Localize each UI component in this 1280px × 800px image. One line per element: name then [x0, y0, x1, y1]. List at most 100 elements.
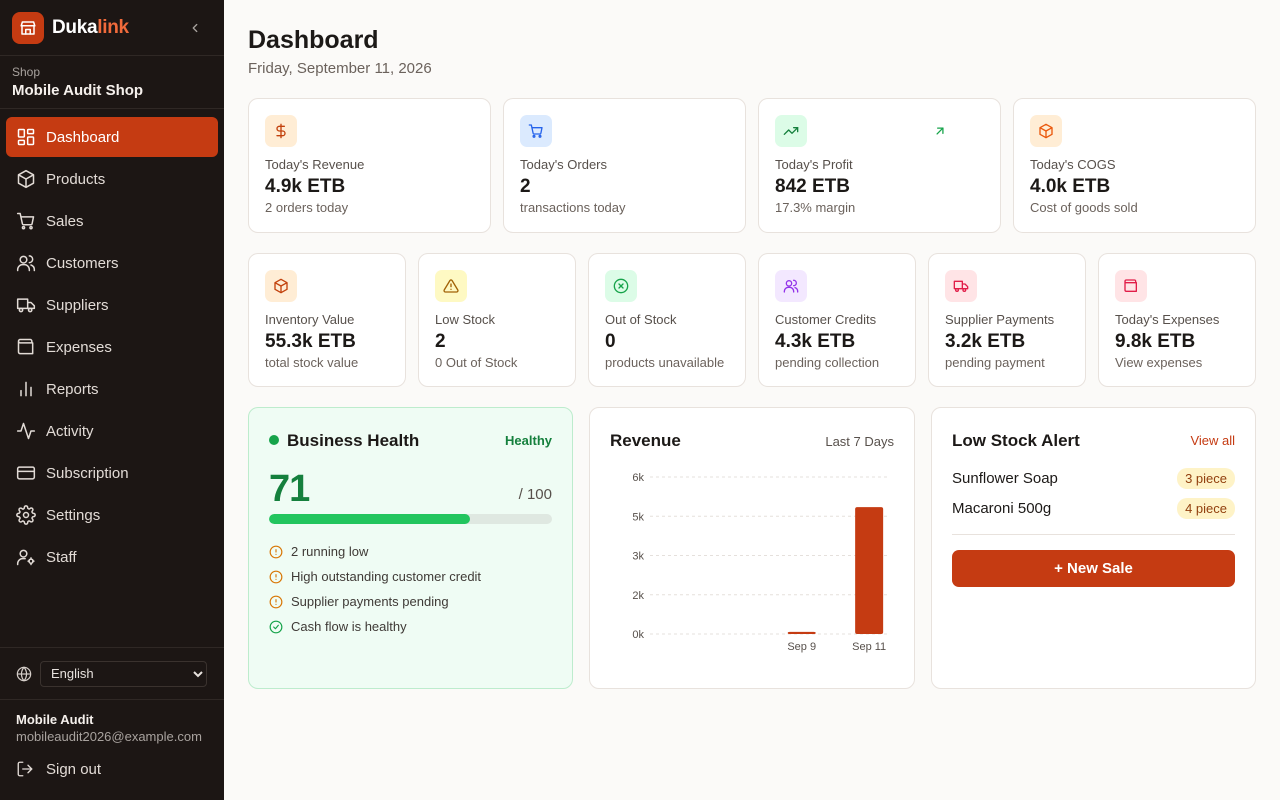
stat-label: Today's Expenses [1115, 312, 1220, 327]
sidebar-item-label: Activity [46, 422, 94, 440]
language-select[interactable]: English [40, 660, 207, 687]
credit-card-icon [16, 466, 36, 480]
stat-card-expenses[interactable]: Today's Expenses 9.8k ETB View expenses [1098, 253, 1256, 387]
sidebar-item-label: Subscription [46, 464, 129, 482]
sidebar: Dukalink Shop Mobile Audit Shop Dashboar… [0, 0, 224, 800]
health-progress-fill [269, 514, 470, 524]
view-all-link[interactable]: View all [1190, 433, 1235, 448]
stat-label: Today's COGS [1030, 157, 1116, 172]
stat-card-customer-credits[interactable]: Customer Credits 4.3k ETB pending collec… [758, 253, 916, 387]
sign-out-button[interactable]: Sign out [16, 760, 101, 778]
y-tick-label: 2k [632, 590, 644, 602]
sidebar-item-reports[interactable]: Reports [6, 369, 218, 409]
health-item: 2 running low [269, 539, 481, 564]
stat-subtext: 0 Out of Stock [435, 355, 518, 370]
stat-card-orders[interactable]: Today's Orders 2 transactions today [503, 98, 746, 233]
stat-value: 9.8k ETB [1115, 331, 1196, 352]
sidebar-item-suppliers[interactable]: Suppliers [6, 285, 218, 325]
sidebar-item-label: Products [46, 170, 106, 188]
x-tick-label: Sep 9 [787, 641, 816, 653]
truck-icon [945, 270, 977, 302]
stat-subtext: pending payment [945, 355, 1045, 370]
stat-value: 4.3k ETB [775, 331, 856, 352]
sidebar-item-label: Customers [46, 254, 119, 272]
alert-circle-icon [269, 595, 283, 608]
sidebar-item-subscription[interactable]: Subscription [6, 453, 218, 493]
users-icon [775, 270, 807, 302]
health-item-text: High outstanding customer credit [291, 569, 482, 584]
cart-icon [16, 212, 35, 230]
brand-name-accent: link [97, 16, 129, 38]
revenue-bar [855, 507, 884, 634]
stat-value: 0 [605, 331, 616, 352]
low-stock-item[interactable]: Macaroni 500g 4 piece [952, 497, 1235, 519]
wallet-icon [1115, 270, 1147, 302]
page-title: Dashboard [248, 26, 379, 54]
package-icon [1030, 115, 1062, 147]
stat-value: 55.3k ETB [265, 331, 356, 352]
sidebar-item-label: Reports [46, 380, 99, 398]
stat-card-profit[interactable]: Today's Profit 842 ETB 17.3% margin [758, 98, 1001, 233]
sidebar-item-products[interactable]: Products [6, 159, 218, 199]
health-item-text: Supplier payments pending [291, 594, 449, 609]
sidebar-item-customers[interactable]: Customers [6, 243, 218, 283]
brand-header: Dukalink [0, 0, 224, 56]
sidebar-item-staff[interactable]: Staff [6, 537, 218, 577]
stat-subtext: transactions today [520, 200, 626, 215]
stat-card-cogs[interactable]: Today's COGS 4.0k ETB Cost of goods sold [1013, 98, 1256, 233]
user-cog-icon [16, 549, 35, 566]
user-email: mobileaudit2026@example.com [16, 729, 202, 744]
stat-subtext: products unavailable [605, 355, 725, 370]
dollar-icon [265, 115, 297, 147]
collapse-sidebar-button[interactable] [184, 17, 206, 39]
stat-card-revenue[interactable]: Today's Revenue 4.9k ETB 2 orders today [248, 98, 491, 233]
wallet-icon [17, 338, 34, 355]
dashboard-icon [17, 128, 35, 146]
business-health-card: Business Health Healthy 71 / 100 2 runni… [248, 407, 573, 689]
stat-subtext: pending collection [775, 355, 880, 370]
sidebar-item-settings[interactable]: Settings [6, 495, 218, 535]
x-tick-label: Sep 11 [852, 641, 886, 653]
gear-icon [16, 505, 36, 525]
health-title: Business Health [287, 431, 420, 450]
sidebar-nav: Dashboard Products Sales Customers Suppl… [0, 109, 224, 587]
brand-name-main: Duka [52, 16, 98, 38]
stat-value: 2 [435, 331, 446, 352]
new-sale-button[interactable]: + New Sale [952, 550, 1235, 587]
stat-card-low-stock[interactable]: Low Stock 2 0 Out of Stock [418, 253, 576, 387]
stat-card-out-of-stock[interactable]: Out of Stock 0 products unavailable [588, 253, 746, 387]
package-icon [17, 169, 35, 189]
sidebar-item-activity[interactable]: Activity [6, 411, 218, 451]
brand-name: Dukalink [52, 17, 129, 39]
health-status-dot [269, 435, 279, 445]
health-item: Supplier payments pending [269, 589, 481, 614]
low-stock-qty-badge: 3 piece [1177, 467, 1235, 489]
shop-name: Mobile Audit Shop [12, 82, 144, 99]
sidebar-item-sales[interactable]: Sales [6, 201, 218, 241]
revenue-range: Last 7 Days [825, 434, 894, 449]
stat-label: Today's Profit [775, 157, 853, 172]
sidebar-item-dashboard[interactable]: Dashboard [6, 117, 218, 157]
trending-up-icon [775, 115, 807, 147]
language-section: English [0, 647, 224, 700]
health-items: 2 running low High outstanding customer … [269, 539, 481, 639]
stat-card-supplier-payments[interactable]: Supplier Payments 3.2k ETB pending payme… [928, 253, 1086, 387]
low-stock-item[interactable]: Sunflower Soap 3 piece [952, 467, 1235, 489]
low-stock-card: Low Stock Alert View all Sunflower Soap … [931, 407, 1256, 689]
revenue-bar [787, 631, 816, 634]
low-stock-title: Low Stock Alert [952, 431, 1080, 450]
divider [952, 534, 1235, 535]
health-score: 71 [269, 468, 310, 510]
warning-icon [435, 270, 467, 302]
user-info: Mobile Audit mobileaudit2026@example.com [16, 712, 202, 744]
stat-value: 4.9k ETB [265, 176, 346, 197]
x-circle-icon [605, 270, 637, 302]
shop-selector[interactable]: Shop Mobile Audit Shop [0, 56, 224, 109]
shop-label: Shop [12, 65, 41, 79]
sidebar-item-expenses[interactable]: Expenses [6, 327, 218, 367]
sidebar-item-label: Expenses [46, 338, 112, 356]
cart-icon [520, 115, 552, 147]
stat-card-inventory-value[interactable]: Inventory Value 55.3k ETB total stock va… [248, 253, 406, 387]
stat-label: Customer Credits [775, 312, 877, 327]
health-item-text: Cash flow is healthy [291, 619, 407, 634]
